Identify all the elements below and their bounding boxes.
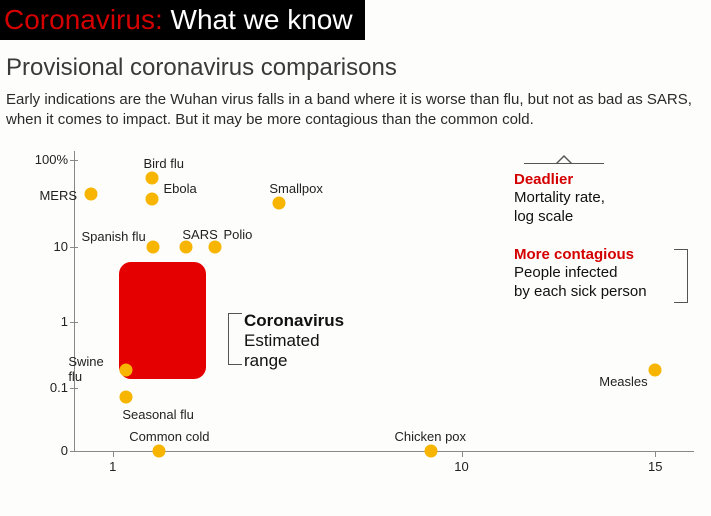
covid-label-l2: Estimated xyxy=(244,331,320,350)
covid-label-l3: range xyxy=(244,351,287,370)
x-tick-label: 1 xyxy=(109,459,116,474)
deadlier-arrow-line xyxy=(524,163,604,164)
point-label: Measles xyxy=(599,374,647,389)
y-tick-label: 0 xyxy=(4,443,68,458)
legend-contagious-sub2: by each sick person xyxy=(514,283,647,302)
data-point xyxy=(120,363,133,376)
legend-deadlier-sub1: Mortality rate, xyxy=(514,189,605,208)
x-tick-mark xyxy=(113,451,114,457)
point-label: Seasonal flu xyxy=(122,407,194,422)
covid-bracket xyxy=(228,313,242,365)
x-tick-mark xyxy=(655,451,656,457)
data-point xyxy=(424,444,437,457)
point-label: MERS xyxy=(39,188,77,203)
y-tick-mark xyxy=(70,388,78,389)
x-tick-label: 15 xyxy=(648,459,662,474)
y-tick-label: 10 xyxy=(4,239,68,254)
chart: MERS Bird flu Ebola Spanish flu SARS Polio Sma… xyxy=(4,141,704,491)
banner-red: Coronavirus: xyxy=(4,4,163,35)
y-tick-label: 100% xyxy=(4,152,68,167)
deadlier-arrow-caret xyxy=(556,155,572,163)
data-point xyxy=(209,240,222,253)
y-tick-mark xyxy=(70,322,78,323)
y-tick-mark xyxy=(70,451,78,452)
data-point xyxy=(273,197,286,210)
legend-contagious: More contagious People infected by each … xyxy=(514,246,647,302)
covid-label: Coronavirus Estimated range xyxy=(244,311,344,372)
point-label: Spanish flu xyxy=(81,229,145,244)
legend-contagious-title: More contagious xyxy=(514,246,647,265)
x-tick-mark xyxy=(462,451,463,457)
legend-contagious-sub1: People infected xyxy=(514,264,647,283)
point-label: Ebola xyxy=(164,181,197,196)
contagious-bracket xyxy=(674,249,688,303)
data-point xyxy=(180,240,193,253)
data-point xyxy=(145,171,158,184)
y-tick-label: 0.1 xyxy=(4,380,68,395)
coronavirus-range-box xyxy=(119,262,206,379)
description: Early indications are the Wuhan virus fa… xyxy=(6,90,701,131)
x-tick-label: 10 xyxy=(454,459,468,474)
title-banner: Coronavirus: What we know xyxy=(0,0,365,40)
x-axis xyxy=(74,451,694,452)
point-label: Swineflu xyxy=(68,354,103,384)
legend-deadlier-title: Deadlier xyxy=(514,171,605,190)
banner-white: What we know xyxy=(171,4,353,35)
data-point xyxy=(153,444,166,457)
point-label: Polio xyxy=(223,227,252,242)
data-point xyxy=(120,390,133,403)
y-tick-mark xyxy=(70,160,78,161)
y-tick-mark xyxy=(70,247,78,248)
point-label: Chicken pox xyxy=(395,429,467,444)
point-label: Bird flu xyxy=(144,156,184,171)
covid-label-bold: Coronavirus xyxy=(244,311,344,330)
legend-deadlier: Deadlier Mortality rate, log scale xyxy=(514,171,605,227)
data-point xyxy=(85,188,98,201)
data-point xyxy=(649,363,662,376)
point-label: SARS xyxy=(182,227,217,242)
point-label: Smallpox xyxy=(269,181,322,196)
point-label: Common cold xyxy=(129,429,209,444)
legend-deadlier-sub2: log scale xyxy=(514,208,605,227)
data-point xyxy=(145,192,158,205)
y-tick-label: 1 xyxy=(4,314,68,329)
data-point xyxy=(147,240,160,253)
subtitle: Provisional coronavirus comparisons xyxy=(6,54,711,82)
